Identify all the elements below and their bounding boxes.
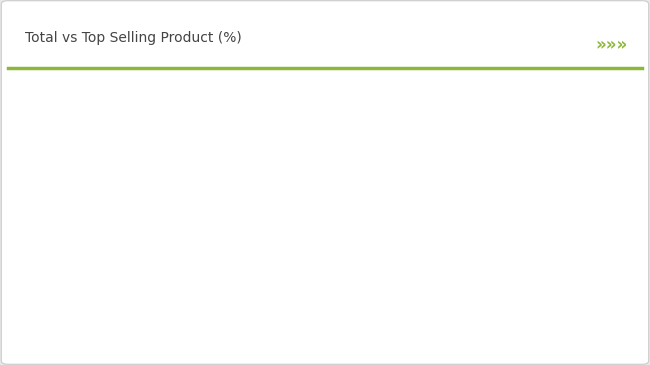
Bar: [393, 84, 461, 174]
Text: Total vs Top Selling Product (%): Total vs Top Selling Product (%): [25, 31, 241, 45]
Bar: [393, 174, 461, 303]
Text: »»»: »»»: [595, 36, 627, 55]
Bar: [221, 84, 290, 211]
Legend: Reputation Monitoring, Others, Cloud-Based, On-Premises: Reputation Monitoring, Others, Cloud-Bas…: [137, 344, 545, 362]
Bar: [221, 211, 290, 303]
